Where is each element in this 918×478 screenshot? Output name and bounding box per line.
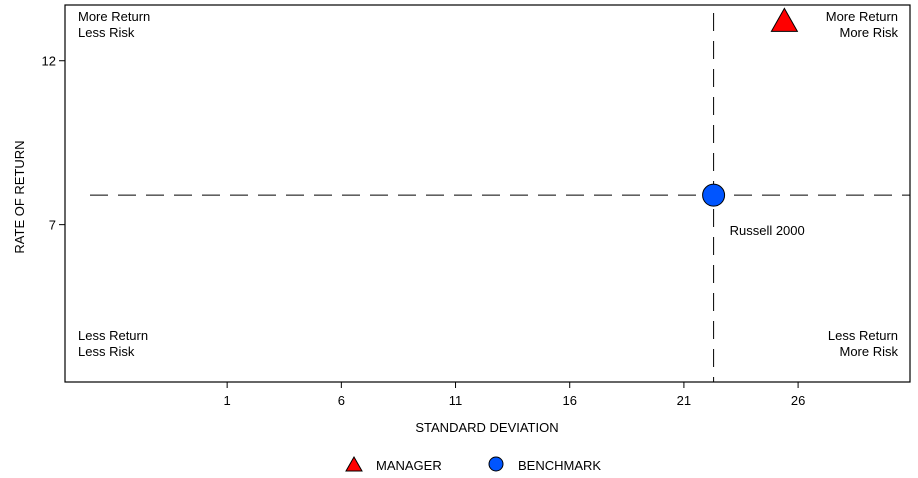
x-tick-label: 11: [449, 393, 463, 408]
point-label: Russell 2000: [730, 223, 805, 238]
legend: MANAGER BENCHMARK: [346, 457, 601, 473]
quadrant-label-bottom-right: Less Return: [828, 328, 898, 343]
benchmark-marker: [703, 184, 725, 206]
plot-frame: [65, 5, 910, 382]
x-tick-label: 1: [224, 393, 231, 408]
y-tick-label: 7: [49, 218, 56, 233]
y-axis-label: RATE OF RETURN: [12, 140, 27, 253]
quadrant-label-top-right: More Return: [826, 9, 898, 24]
x-tick-label: 16: [562, 393, 576, 408]
quadrant-label-bottom-left: Less Return: [78, 328, 148, 343]
y-tick-label: 12: [42, 54, 56, 69]
x-tick-label: 21: [677, 393, 691, 408]
legend-label: BENCHMARK: [518, 458, 601, 473]
x-axis-label: STANDARD DEVIATION: [415, 420, 558, 435]
quadrant-label-top-left: More Return: [78, 9, 150, 24]
quadrant-label-top-right: More Risk: [839, 25, 898, 40]
quadrant-label-bottom-right: More Risk: [839, 344, 898, 359]
quadrant-label-top-left: Less Risk: [78, 25, 135, 40]
quadrant-label-bottom-left: Less Risk: [78, 344, 135, 359]
legend-label: MANAGER: [376, 458, 442, 473]
x-tick-label: 26: [791, 393, 805, 408]
x-tick-label: 6: [338, 393, 345, 408]
legend-manager-icon: [346, 457, 362, 471]
manager-marker: [771, 8, 797, 31]
legend-benchmark-icon: [489, 457, 503, 471]
